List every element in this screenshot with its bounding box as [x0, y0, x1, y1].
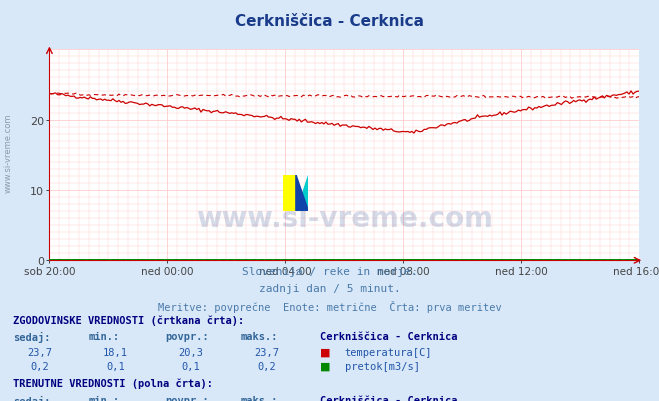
Text: 0,1: 0,1: [106, 361, 125, 371]
Text: pretok[m3/s]: pretok[m3/s]: [345, 361, 420, 371]
Text: sedaj:: sedaj:: [13, 332, 51, 342]
Text: Cerkniščica - Cerknica: Cerkniščica - Cerknica: [320, 332, 457, 342]
Text: TRENUTNE VREDNOSTI (polna črta):: TRENUTNE VREDNOSTI (polna črta):: [13, 378, 213, 388]
Text: povpr.:: povpr.:: [165, 332, 208, 342]
Text: 23,7: 23,7: [254, 347, 279, 357]
Text: ZGODOVINSKE VREDNOSTI (črtkana črta):: ZGODOVINSKE VREDNOSTI (črtkana črta):: [13, 315, 244, 325]
Text: povpr.:: povpr.:: [165, 395, 208, 401]
Text: 18,1: 18,1: [103, 347, 128, 357]
Text: Slovenija / reke in morje.: Slovenija / reke in morje.: [242, 267, 417, 277]
Text: www.si-vreme.com: www.si-vreme.com: [196, 205, 493, 233]
Text: maks.:: maks.:: [241, 332, 278, 342]
Text: 0,2: 0,2: [258, 361, 276, 371]
Text: maks.:: maks.:: [241, 395, 278, 401]
Text: 20,3: 20,3: [179, 347, 204, 357]
Text: Cerkniščica - Cerknica: Cerkniščica - Cerknica: [320, 395, 457, 401]
Text: min.:: min.:: [89, 395, 120, 401]
Text: zadnji dan / 5 minut.: zadnji dan / 5 minut.: [258, 284, 401, 294]
Polygon shape: [296, 175, 308, 211]
Text: www.si-vreme.com: www.si-vreme.com: [3, 113, 13, 192]
Text: Meritve: povprečne  Enote: metrične  Črta: prva meritev: Meritve: povprečne Enote: metrične Črta:…: [158, 300, 501, 312]
Text: min.:: min.:: [89, 332, 120, 342]
Text: 23,7: 23,7: [27, 347, 52, 357]
Text: ■: ■: [320, 361, 330, 371]
Text: ■: ■: [320, 347, 330, 357]
Text: 0,2: 0,2: [30, 361, 49, 371]
Text: sedaj:: sedaj:: [13, 395, 51, 401]
Bar: [283, 175, 296, 211]
Text: Cerkniščica - Cerknica: Cerkniščica - Cerknica: [235, 14, 424, 29]
Text: temperatura[C]: temperatura[C]: [345, 347, 432, 357]
Polygon shape: [296, 175, 308, 211]
Text: 0,1: 0,1: [182, 361, 200, 371]
